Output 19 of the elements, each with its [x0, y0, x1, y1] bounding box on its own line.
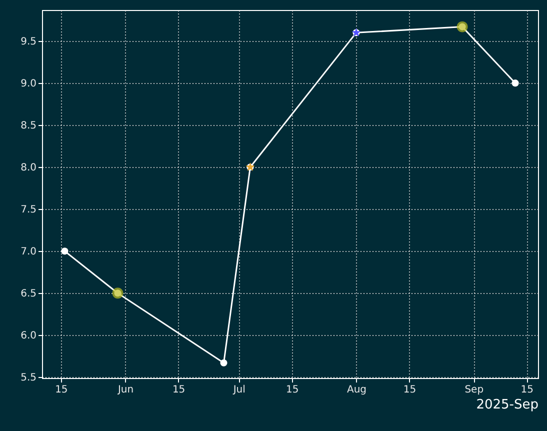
x-tick-label: Sep — [464, 384, 484, 396]
y-tick-label: 8.0 — [20, 162, 36, 174]
x-tick-label: 15 — [286, 384, 299, 396]
text: 2025-Sep — [476, 398, 538, 412]
x-tick-label: Aug — [346, 384, 367, 396]
y-tick-label: 6.0 — [20, 330, 36, 342]
y-tick-label: 6.5 — [20, 288, 36, 300]
x-tick-label: 15 — [55, 384, 68, 396]
y-tick-label: 8.5 — [20, 120, 36, 132]
x-tick-label: Jun — [116, 384, 134, 396]
x-tick-label: 15 — [172, 384, 186, 396]
x-tick-label: 15 — [520, 384, 534, 396]
y-tick-label: 7.0 — [20, 246, 36, 258]
y-tick-label: 5.5 — [20, 372, 36, 384]
x-tick-label: Jul — [232, 384, 246, 396]
y-tick-label: 9.5 — [20, 36, 36, 48]
x-tick-label: 15 — [403, 384, 416, 396]
y-tick-label: 7.5 — [20, 204, 36, 216]
y-tick-label: 9.0 — [20, 78, 36, 90]
